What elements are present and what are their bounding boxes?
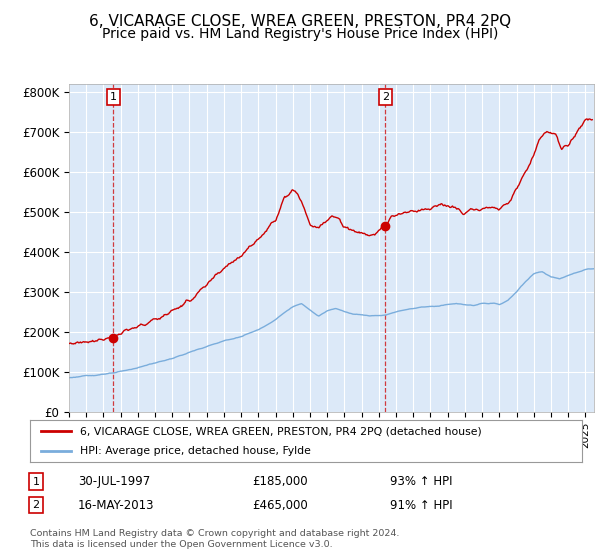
Text: 91% ↑ HPI: 91% ↑ HPI bbox=[390, 498, 452, 512]
Text: 2: 2 bbox=[382, 92, 389, 102]
Text: 1: 1 bbox=[32, 477, 40, 487]
Text: Price paid vs. HM Land Registry's House Price Index (HPI): Price paid vs. HM Land Registry's House … bbox=[102, 27, 498, 41]
Text: 6, VICARAGE CLOSE, WREA GREEN, PRESTON, PR4 2PQ: 6, VICARAGE CLOSE, WREA GREEN, PRESTON, … bbox=[89, 14, 511, 29]
Text: 6, VICARAGE CLOSE, WREA GREEN, PRESTON, PR4 2PQ (detached house): 6, VICARAGE CLOSE, WREA GREEN, PRESTON, … bbox=[80, 426, 481, 436]
Text: Contains HM Land Registry data © Crown copyright and database right 2024.
This d: Contains HM Land Registry data © Crown c… bbox=[30, 529, 400, 549]
Text: 93% ↑ HPI: 93% ↑ HPI bbox=[390, 475, 452, 488]
Text: £185,000: £185,000 bbox=[252, 475, 308, 488]
Text: HPI: Average price, detached house, Fylde: HPI: Average price, detached house, Fyld… bbox=[80, 446, 311, 456]
Text: 2: 2 bbox=[32, 500, 40, 510]
Text: 1: 1 bbox=[110, 92, 117, 102]
Text: 30-JUL-1997: 30-JUL-1997 bbox=[78, 475, 150, 488]
Text: 16-MAY-2013: 16-MAY-2013 bbox=[78, 498, 155, 512]
Text: £465,000: £465,000 bbox=[252, 498, 308, 512]
